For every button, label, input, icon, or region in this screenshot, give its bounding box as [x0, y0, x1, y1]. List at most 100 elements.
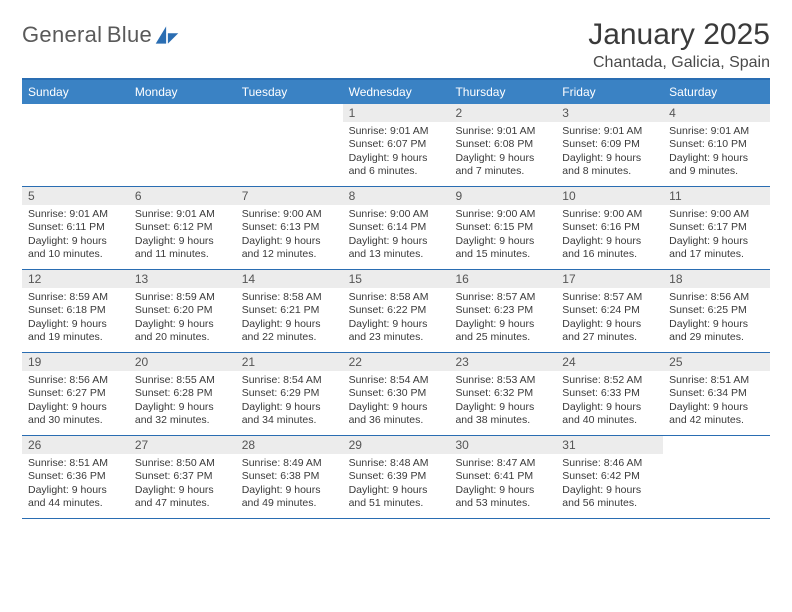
day-details: Sunrise: 8:55 AMSunset: 6:28 PMDaylight:… — [129, 371, 236, 432]
daylight-line: Daylight: 9 hours and 22 minutes. — [242, 318, 339, 345]
brand-logo: General Blue — [22, 24, 180, 46]
day-number: 2 — [449, 104, 556, 122]
sunset-line: Sunset: 6:17 PM — [669, 221, 766, 234]
sunset-line: Sunset: 6:16 PM — [562, 221, 659, 234]
day-number: 10 — [556, 187, 663, 205]
day-cell: 3Sunrise: 9:01 AMSunset: 6:09 PMDaylight… — [556, 104, 663, 186]
day-cell: 13Sunrise: 8:59 AMSunset: 6:20 PMDayligh… — [129, 270, 236, 352]
daylight-line: Daylight: 9 hours and 13 minutes. — [349, 235, 446, 262]
sunrise-line: Sunrise: 9:01 AM — [349, 125, 446, 138]
day-number: 8 — [343, 187, 450, 205]
sail-icon — [154, 24, 180, 46]
sunset-line: Sunset: 6:28 PM — [135, 387, 232, 400]
day-cell: 21Sunrise: 8:54 AMSunset: 6:29 PMDayligh… — [236, 353, 343, 435]
brand-name-b: Blue — [107, 22, 152, 47]
sunrise-line: Sunrise: 8:54 AM — [242, 374, 339, 387]
daylight-line: Daylight: 9 hours and 51 minutes. — [349, 484, 446, 511]
day-details: Sunrise: 8:54 AMSunset: 6:30 PMDaylight:… — [343, 371, 450, 432]
day-cell: 27Sunrise: 8:50 AMSunset: 6:37 PMDayligh… — [129, 436, 236, 518]
sunset-line: Sunset: 6:30 PM — [349, 387, 446, 400]
daylight-line: Daylight: 9 hours and 10 minutes. — [28, 235, 125, 262]
week-row: 26Sunrise: 8:51 AMSunset: 6:36 PMDayligh… — [22, 436, 770, 519]
sunrise-line: Sunrise: 8:47 AM — [455, 457, 552, 470]
day-details: Sunrise: 9:00 AMSunset: 6:15 PMDaylight:… — [449, 205, 556, 266]
sunset-line: Sunset: 6:07 PM — [349, 138, 446, 151]
day-number: 17 — [556, 270, 663, 288]
day-cell: 10Sunrise: 9:00 AMSunset: 6:16 PMDayligh… — [556, 187, 663, 269]
month-title: January 2025 — [588, 18, 770, 52]
day-number: 7 — [236, 187, 343, 205]
daylight-line: Daylight: 9 hours and 29 minutes. — [669, 318, 766, 345]
day-cell: 11Sunrise: 9:00 AMSunset: 6:17 PMDayligh… — [663, 187, 770, 269]
daylight-line: Daylight: 9 hours and 38 minutes. — [455, 401, 552, 428]
sunrise-line: Sunrise: 8:57 AM — [455, 291, 552, 304]
day-details: Sunrise: 8:56 AMSunset: 6:27 PMDaylight:… — [22, 371, 129, 432]
day-details: Sunrise: 8:50 AMSunset: 6:37 PMDaylight:… — [129, 454, 236, 515]
sunset-line: Sunset: 6:33 PM — [562, 387, 659, 400]
day-details — [236, 122, 343, 129]
daylight-line: Daylight: 9 hours and 34 minutes. — [242, 401, 339, 428]
daylight-line: Daylight: 9 hours and 16 minutes. — [562, 235, 659, 262]
day-details: Sunrise: 9:00 AMSunset: 6:16 PMDaylight:… — [556, 205, 663, 266]
sunset-line: Sunset: 6:11 PM — [28, 221, 125, 234]
day-cell: 22Sunrise: 8:54 AMSunset: 6:30 PMDayligh… — [343, 353, 450, 435]
day-details: Sunrise: 8:53 AMSunset: 6:32 PMDaylight:… — [449, 371, 556, 432]
day-details: Sunrise: 8:56 AMSunset: 6:25 PMDaylight:… — [663, 288, 770, 349]
daylight-line: Daylight: 9 hours and 36 minutes. — [349, 401, 446, 428]
sunrise-line: Sunrise: 9:00 AM — [242, 208, 339, 221]
sunrise-line: Sunrise: 8:53 AM — [455, 374, 552, 387]
day-details — [129, 122, 236, 129]
sunrise-line: Sunrise: 8:55 AM — [135, 374, 232, 387]
daylight-line: Daylight: 9 hours and 53 minutes. — [455, 484, 552, 511]
daylight-line: Daylight: 9 hours and 25 minutes. — [455, 318, 552, 345]
day-cell: 26Sunrise: 8:51 AMSunset: 6:36 PMDayligh… — [22, 436, 129, 518]
daylight-line: Daylight: 9 hours and 32 minutes. — [135, 401, 232, 428]
daylight-line: Daylight: 9 hours and 19 minutes. — [28, 318, 125, 345]
day-cell: 9Sunrise: 9:00 AMSunset: 6:15 PMDaylight… — [449, 187, 556, 269]
daylight-line: Daylight: 9 hours and 6 minutes. — [349, 152, 446, 179]
daylight-line: Daylight: 9 hours and 9 minutes. — [669, 152, 766, 179]
day-number: 5 — [22, 187, 129, 205]
week-row: 1Sunrise: 9:01 AMSunset: 6:07 PMDaylight… — [22, 104, 770, 187]
sunset-line: Sunset: 6:25 PM — [669, 304, 766, 317]
sunset-line: Sunset: 6:09 PM — [562, 138, 659, 151]
day-cell: 30Sunrise: 8:47 AMSunset: 6:41 PMDayligh… — [449, 436, 556, 518]
daylight-line: Daylight: 9 hours and 27 minutes. — [562, 318, 659, 345]
sunset-line: Sunset: 6:32 PM — [455, 387, 552, 400]
sunset-line: Sunset: 6:12 PM — [135, 221, 232, 234]
dow-cell: Sunday — [22, 80, 129, 104]
dow-cell: Saturday — [663, 80, 770, 104]
daylight-line: Daylight: 9 hours and 20 minutes. — [135, 318, 232, 345]
day-details: Sunrise: 8:47 AMSunset: 6:41 PMDaylight:… — [449, 454, 556, 515]
daylight-line: Daylight: 9 hours and 23 minutes. — [349, 318, 446, 345]
sunset-line: Sunset: 6:41 PM — [455, 470, 552, 483]
day-details: Sunrise: 9:00 AMSunset: 6:17 PMDaylight:… — [663, 205, 770, 266]
sunrise-line: Sunrise: 8:59 AM — [135, 291, 232, 304]
sunset-line: Sunset: 6:38 PM — [242, 470, 339, 483]
week-row: 19Sunrise: 8:56 AMSunset: 6:27 PMDayligh… — [22, 353, 770, 436]
day-details: Sunrise: 9:01 AMSunset: 6:10 PMDaylight:… — [663, 122, 770, 183]
week-row: 5Sunrise: 9:01 AMSunset: 6:11 PMDaylight… — [22, 187, 770, 270]
day-details — [663, 454, 770, 461]
sunrise-line: Sunrise: 8:59 AM — [28, 291, 125, 304]
sunrise-line: Sunrise: 8:58 AM — [242, 291, 339, 304]
calendar-grid: SundayMondayTuesdayWednesdayThursdayFrid… — [22, 78, 770, 519]
day-number — [236, 104, 343, 122]
week-row: 12Sunrise: 8:59 AMSunset: 6:18 PMDayligh… — [22, 270, 770, 353]
daylight-line: Daylight: 9 hours and 11 minutes. — [135, 235, 232, 262]
daylight-line: Daylight: 9 hours and 15 minutes. — [455, 235, 552, 262]
day-number: 6 — [129, 187, 236, 205]
day-cell: 1Sunrise: 9:01 AMSunset: 6:07 PMDaylight… — [343, 104, 450, 186]
day-of-week-header: SundayMondayTuesdayWednesdayThursdayFrid… — [22, 80, 770, 104]
sunrise-line: Sunrise: 9:01 AM — [28, 208, 125, 221]
sunrise-line: Sunrise: 9:01 AM — [669, 125, 766, 138]
day-cell: 15Sunrise: 8:58 AMSunset: 6:22 PMDayligh… — [343, 270, 450, 352]
daylight-line: Daylight: 9 hours and 56 minutes. — [562, 484, 659, 511]
sunrise-line: Sunrise: 9:00 AM — [669, 208, 766, 221]
day-cell: 28Sunrise: 8:49 AMSunset: 6:38 PMDayligh… — [236, 436, 343, 518]
dow-cell: Wednesday — [343, 80, 450, 104]
day-cell — [236, 104, 343, 186]
day-details: Sunrise: 8:49 AMSunset: 6:38 PMDaylight:… — [236, 454, 343, 515]
day-cell: 24Sunrise: 8:52 AMSunset: 6:33 PMDayligh… — [556, 353, 663, 435]
day-cell: 5 Sunrise: 9:01 AMSunset: 6:11 PMDaylight… — [22, 187, 129, 269]
